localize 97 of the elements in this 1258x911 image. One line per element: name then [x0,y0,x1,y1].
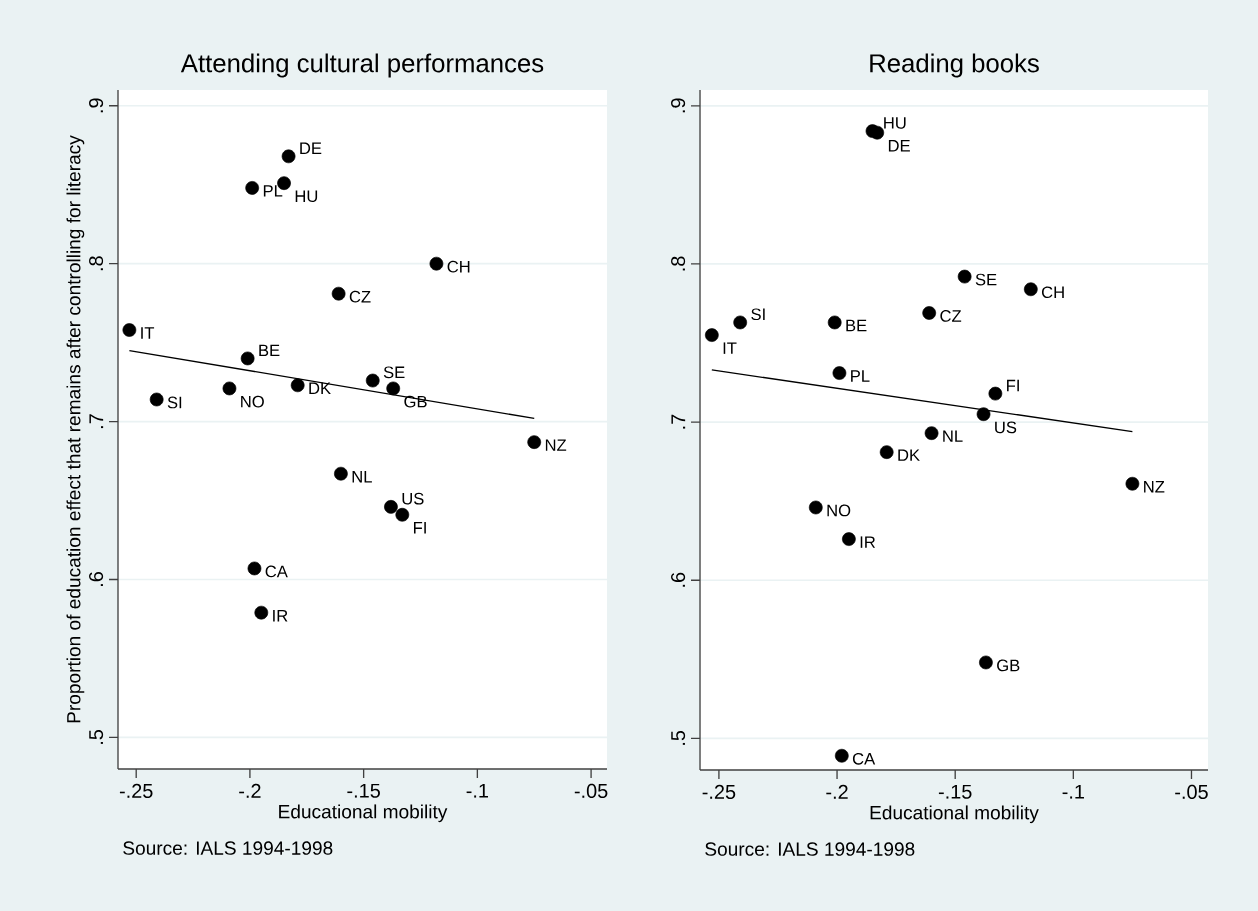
point [922,306,937,320]
data-label: BE [846,319,867,332]
data-label: IT [723,342,737,354]
source-note: Source: IALS 1994-1998 [705,842,915,856]
chart-title: Attending cultural performances [180,53,544,78]
point [395,507,410,522]
data-label: IR [273,609,288,622]
point [705,328,719,342]
data-label: NL [352,470,372,483]
point [386,381,401,396]
data-label: BE [259,344,280,357]
data-label: SE [975,273,997,286]
data-label: NZ [1144,481,1165,493]
data-label: CA [265,565,288,578]
point [384,500,398,514]
y-tick-label: .7 [671,414,686,429]
point [988,386,1003,401]
point [976,407,991,422]
y-tick-label: .9 [671,98,686,113]
x-tick-label: -.05 [1175,784,1208,799]
point [979,655,993,670]
y-tick-label: .5 [671,730,686,745]
data-label: NL [943,430,963,442]
x-tick-label: -.25 [702,784,736,799]
source-note: Source: IALS 1994-1998 [123,841,333,855]
chart-title: Reading books [870,53,1039,78]
y-tick-label: .8 [89,256,104,271]
data-label: CZ [349,290,371,303]
point [879,445,894,459]
data-label: SE [383,366,405,379]
y-tick-label: .9 [89,98,104,113]
x-axis-title: Educational mobility [870,805,1039,824]
point [957,269,972,284]
point [924,426,939,440]
point [245,181,260,195]
data-label: US [995,421,1017,434]
y-tick-label: .8 [671,256,686,271]
point [281,149,296,164]
x-tick-label: -.25 [119,783,153,798]
data-label: CA [852,752,876,765]
data-label: NO [241,395,264,408]
y-tick-label: .7 [89,414,104,429]
data-label: GB [404,395,427,408]
data-label: DK [309,382,331,394]
data-label: IR [860,536,876,548]
point [365,373,380,388]
data-label: DE [888,140,910,152]
x-tick-label: -.05 [574,783,608,798]
data-label: GB [997,659,1020,672]
point [842,532,856,546]
data-label: HU [295,190,318,203]
point [832,366,847,380]
data-label: FI [1007,379,1019,392]
x-axis-title: Educational mobility [279,804,448,823]
point [247,561,262,576]
data-label: CH [447,260,470,273]
point [870,125,885,140]
data-label: US [402,492,424,505]
y-axis-title: Proportion of education effect that remains after controlling for literacy [66,135,85,723]
data-label: SI [167,396,182,409]
x-tick-label: -.2 [826,784,848,799]
x-tick-label: -.1 [1062,784,1084,799]
point [1023,282,1038,297]
y-tick-label: .6 [671,572,686,587]
point [240,351,255,366]
point [429,256,444,271]
data-label: DE [300,142,322,154]
point [290,378,305,393]
x-tick-label: -.1 [466,783,489,798]
y-tick-label: .5 [89,729,104,744]
point [122,323,137,337]
data-label: FI [413,522,426,534]
point [827,315,842,330]
x-tick-label: -.15 [938,784,972,799]
data-label: NZ [545,439,567,451]
data-label: IT [141,327,155,339]
point [1125,476,1140,491]
data-label: PL [263,185,283,197]
y-tick-label: .6 [89,572,104,586]
point [527,435,542,449]
data-label: PL [851,370,870,382]
data-label: SI [751,308,765,321]
point [733,315,748,330]
point [149,392,164,407]
point [222,381,237,396]
point [331,286,346,301]
data-label: DK [898,449,920,461]
point [808,500,823,515]
x-tick-label: -.15 [347,783,380,798]
data-label: CH [1041,286,1064,299]
x-tick-label: -.2 [239,783,261,798]
point [254,605,269,620]
data-label: HU [884,117,906,129]
data-label: NO [827,504,851,517]
point [834,748,849,763]
point [334,466,348,481]
data-label: CZ [940,310,962,322]
